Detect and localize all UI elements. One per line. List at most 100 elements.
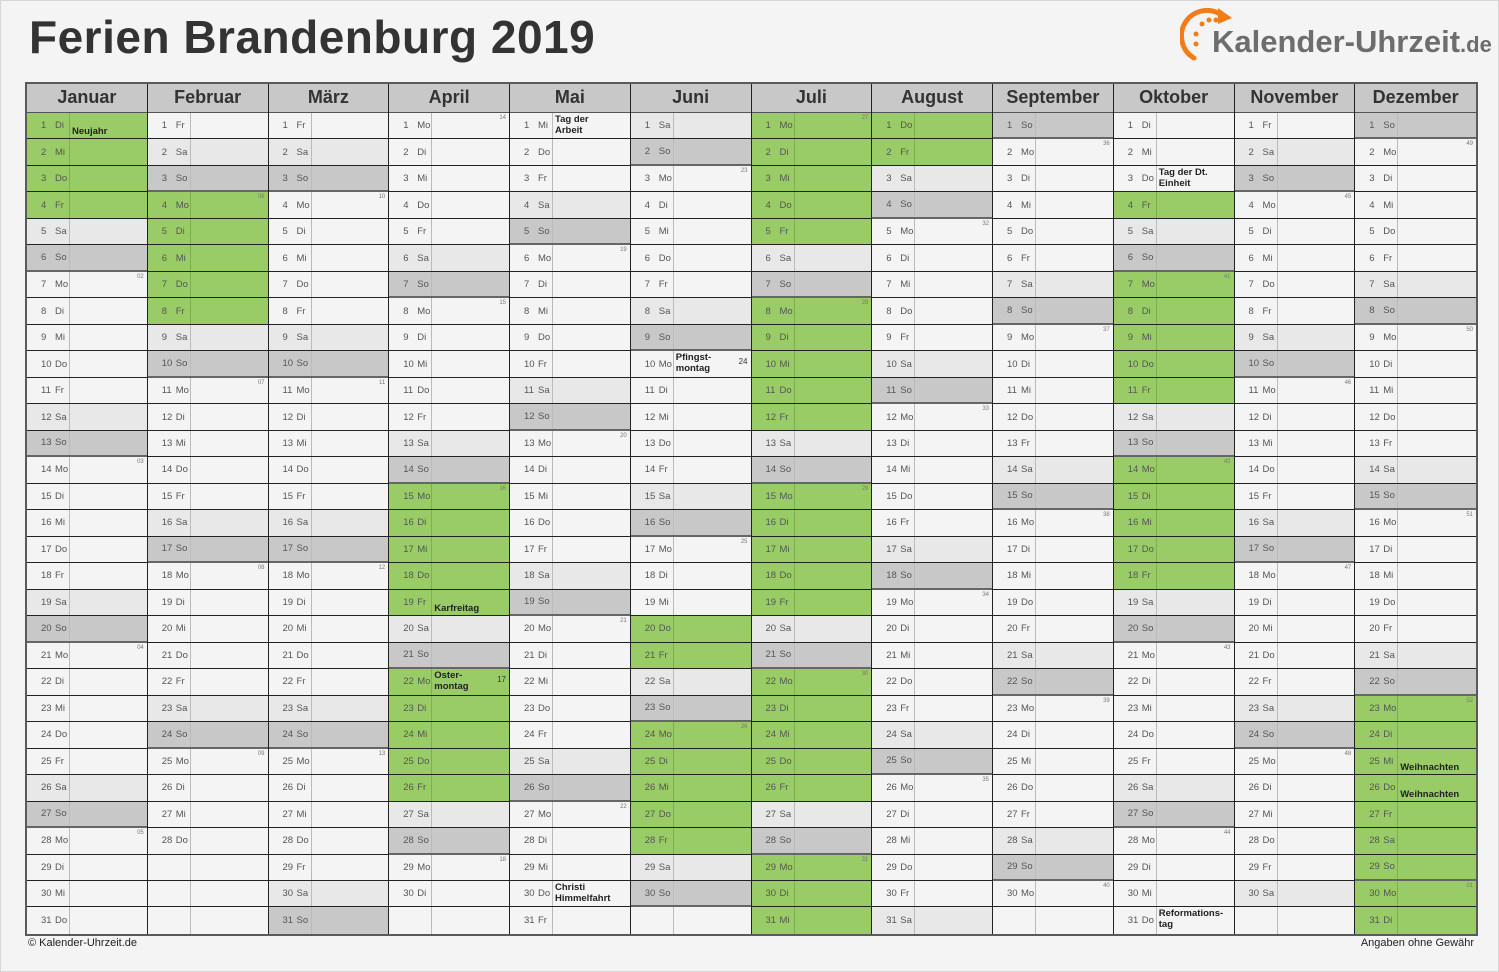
date-label: 21 So [389,642,433,668]
day-number: 2 [1007,146,1013,158]
weekday-label: Sa [1021,464,1033,476]
day-number: 7 [1007,279,1013,291]
weekday-label: Mo [175,199,189,211]
day-info [1398,590,1476,615]
day-info [1036,828,1113,853]
weekday-label: Do [658,437,671,449]
day-cell: 30 Sa [268,880,389,908]
weekday-label: Sa [900,915,912,927]
day-cell: 3 Mo 23 [630,165,751,193]
day-number: 11 [1007,385,1017,397]
day-cell: 29 Mo 31 [751,854,872,881]
day-number: 13 [282,437,294,449]
day-cell: 22 Mo 30 [751,669,872,696]
weekday-label: Di [1141,490,1151,502]
weekday-label: Fr [900,888,910,900]
weekday-label: Sa [658,861,671,873]
day-number: 5 [1127,226,1134,238]
day-info [674,139,751,163]
day-number: 26 [1007,782,1018,794]
weekday-label: Mo [1021,888,1035,900]
weekday-label: So [55,437,67,449]
day-cell: 15 Do [872,483,992,511]
day-cell: 20 So [27,616,147,643]
day-info [1398,722,1476,747]
day-cell: 30 Sa [1234,880,1355,908]
date-label: 7 So [752,271,795,297]
day-cell: 10 Fr [510,351,630,378]
weekday-label: Do [1262,464,1275,476]
date-label: 17 Di [993,536,1036,563]
weekday-label: Sa [1383,649,1395,661]
date-label: 7 Do [148,271,191,298]
date-label: 15 Do [872,483,916,510]
date-label: 16 Fr [872,510,916,536]
day-number: 13 [765,437,777,449]
day-cell: 7 Mo 41 [1113,271,1234,299]
weekday-label: Mi [779,915,790,927]
day-info [553,298,630,323]
day-info [70,192,147,217]
weekday-label: Mi [779,543,790,555]
date-label: 11 Mo [1235,377,1278,404]
day-cell: 15 Di [27,483,147,511]
weekday-label: Do [779,385,792,397]
date-label: 14 Do [269,457,312,483]
weekday-label: Fr [175,120,185,132]
date-label: 24 Do [1114,722,1157,748]
date-label: 14 Mo [27,457,70,483]
day-cell: 10 So [147,351,268,378]
day-cell: 15 So [993,483,1113,511]
weekday-label: So [417,649,429,661]
day-info [674,113,751,138]
day-info [795,802,872,827]
date-label: 9 Sa [1235,324,1278,351]
day-number: 12 [1369,411,1380,423]
weekday-label: Mo [1383,146,1397,158]
date-label: 19 Sa [27,589,70,616]
day-info [1278,590,1355,615]
weekday-label: So [658,702,671,714]
day-cell: 23 Mi [27,695,147,723]
date-label: 31 Di [1355,907,1399,934]
day-cell: 14 Do [1234,457,1355,484]
day-number: 19 [886,596,897,608]
day-cell: 12 Sa [1113,404,1234,431]
holiday-label: Karfreitag [434,603,480,615]
day-info [432,775,509,800]
weekday-label: Mo [779,490,793,502]
weekday-label: Do [538,702,551,714]
day-number: 26 [644,782,656,794]
month-column-august: August 1 Do 2 Fr 3 Sa 4 So 5 Mo 32 6 Di 7 Mi 8 Do… [872,84,993,934]
logo[interactable]: Kalender-Uhrzeit.de [1180,6,1492,66]
day-cell: 9 Sa [268,324,389,352]
day-cell: 15 Mo 16 [389,483,509,511]
day-cell: 16 Mi [27,510,147,537]
month-column-juni: Juni 1 Sa 2 So 3 Mo 23 4 Di 5 Mi 6 Do 7 Fr 8 Sa 9 … [630,84,752,934]
date-label: 1 So [993,112,1036,138]
day-number: 9 [886,332,892,344]
day-info [795,272,872,296]
day-cell: 9 Mo 50 [1355,324,1476,352]
day-cell: 31 Fr [510,907,630,934]
date-label: 27 Di [872,801,916,828]
day-cell: 11 Fr [1113,377,1234,405]
day-cell: 22 Fr [268,669,389,696]
day-info: 46 [1278,378,1355,403]
day-info [312,484,389,509]
date-label: 18 Do [389,563,433,589]
day-number: 9 [41,332,47,344]
date-label: 19 Do [1355,589,1399,616]
day-cell: 19 Do [1355,589,1476,617]
day-info [674,484,751,509]
weekday-label: Mo [1021,146,1035,158]
date-label: 30 Sa [269,880,312,907]
date-label: 12 Di [148,404,191,430]
weekday-label: Mo [417,490,431,502]
date-label: 28 Mo [1114,828,1157,854]
day-info [1398,855,1476,879]
date-label: 19 Mo [872,589,916,616]
day-cell: 14 Di [510,457,630,484]
day-info [1157,139,1234,164]
week-number: 21 [620,618,627,625]
